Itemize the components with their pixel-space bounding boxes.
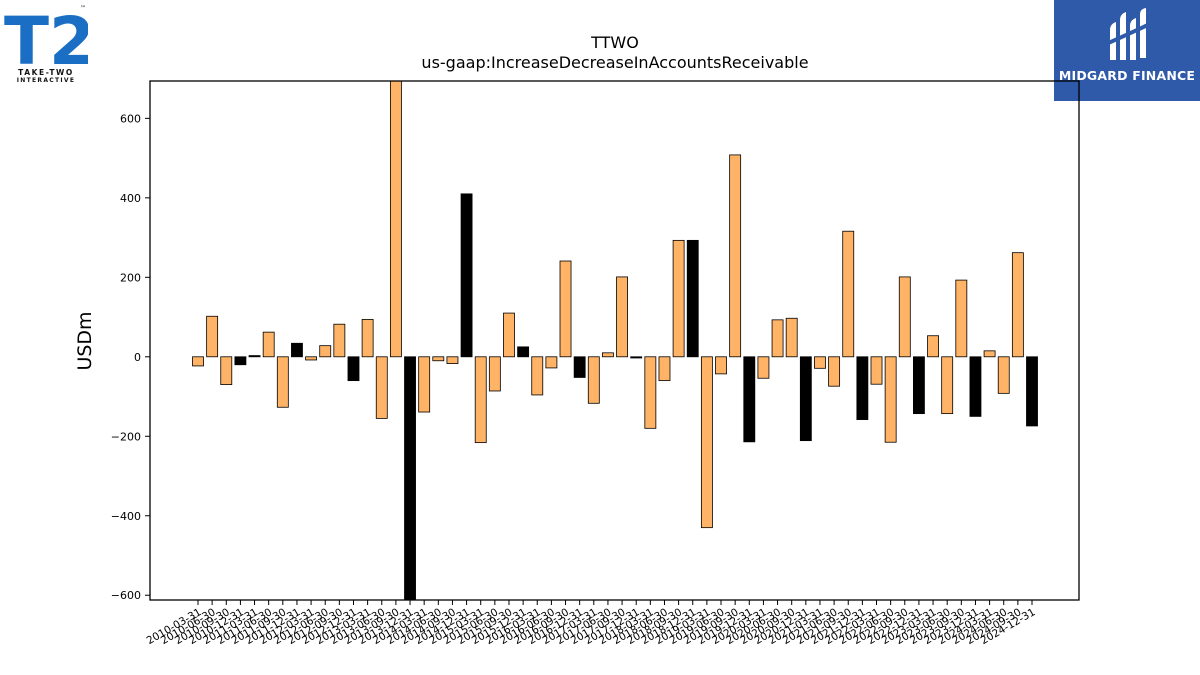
- bar-2016-03-31: [531, 356, 544, 396]
- bar-2021-09-30: [842, 230, 855, 358]
- midgard-finance-logo: MIDGARD FINANCE: [1054, 0, 1200, 101]
- bar-2023-12-31: [969, 356, 982, 417]
- bar-2013-09-30: [389, 80, 402, 358]
- bar-2022-12-31: [913, 356, 925, 415]
- bar-2016-09-30: [559, 260, 572, 358]
- bar-2017-06-30: [602, 352, 614, 358]
- y-tick-label-200: 200: [120, 271, 141, 284]
- bar-2013-12-31: [404, 356, 416, 601]
- bar-2021-06-30: [828, 356, 841, 387]
- bar-2017-12-31: [630, 356, 643, 359]
- bar-2012-09-30: [333, 323, 346, 358]
- bar-2018-09-30: [672, 239, 685, 358]
- bar-2011-12-31: [291, 342, 303, 358]
- bar-2013-06-30: [375, 356, 388, 419]
- bar-2015-06-30: [488, 356, 501, 392]
- bar-2011-03-31: [248, 355, 261, 358]
- chart-title: TTWO: [590, 33, 639, 52]
- bar-2010-06-30: [206, 315, 219, 358]
- bar-2021-03-31: [814, 356, 826, 369]
- bar-2018-06-30: [658, 356, 671, 382]
- plot-frame: [149, 80, 1080, 601]
- take-two-logo: T2 ™ TAKE-TWO INTERACTIVE: [4, 3, 95, 84]
- bar-2024-09-30: [1011, 252, 1024, 358]
- bar-2022-09-30: [898, 276, 911, 358]
- bar-2014-06-30: [432, 356, 445, 362]
- bar-2018-12-31: [686, 239, 699, 358]
- y-tick-label--200: −200: [111, 430, 141, 443]
- bar-2017-09-30: [616, 276, 628, 358]
- bar-2015-12-31: [517, 346, 530, 358]
- y-tick-label-600: 600: [120, 112, 141, 125]
- bar-2010-03-31: [192, 356, 204, 367]
- midgard-emblem-icon: [1105, 8, 1151, 60]
- bar-2016-06-30: [545, 356, 558, 369]
- bar-2010-09-30: [220, 356, 233, 386]
- bar-2012-12-31: [347, 356, 360, 382]
- bar-2023-03-31: [927, 335, 939, 358]
- y-tick-label--400: −400: [111, 510, 141, 523]
- bar-2024-03-31: [983, 350, 996, 358]
- t2-mark: T2: [4, 4, 88, 68]
- bar-2014-09-30: [446, 356, 459, 364]
- bar-2012-06-30: [319, 345, 332, 358]
- bar-2023-06-30: [941, 356, 954, 415]
- bar-2023-09-30: [955, 279, 968, 358]
- bar-2022-06-30: [884, 356, 897, 443]
- y-tick-label-0: 0: [134, 351, 141, 364]
- bar-2021-12-31: [856, 356, 869, 420]
- midgard-finance-name: MIDGARD FINANCE: [1058, 68, 1196, 83]
- y-axis: −600 −400 −200 0 200 400 600: [111, 112, 150, 602]
- t2-trademark: ™: [80, 5, 86, 12]
- bar-2010-12-31: [234, 356, 247, 366]
- bar-2016-12-31: [573, 356, 586, 378]
- bar-2017-03-31: [587, 356, 600, 404]
- bar-2019-12-31: [743, 356, 756, 443]
- y-tick-label-400: 400: [120, 192, 141, 205]
- t2-line1: TAKE-TWO: [18, 68, 74, 77]
- bar-2011-06-30: [262, 331, 275, 358]
- bar-2015-03-31: [474, 356, 487, 444]
- bar-2024-12-31: [1026, 356, 1038, 427]
- bar-2020-09-30: [785, 317, 798, 358]
- bar-2020-03-31: [757, 356, 770, 379]
- y-axis-label: USDm: [74, 311, 96, 370]
- bars-group: [192, 80, 1038, 601]
- t2-logo-icon: T2 ™: [4, 3, 95, 80]
- bar-2019-03-31: [700, 356, 713, 529]
- bar-2014-12-31: [460, 193, 473, 358]
- chart-subtitle: us-gaap:IncreaseDecreaseInAccountsReceiv…: [421, 53, 808, 72]
- bar-2019-09-30: [729, 154, 742, 358]
- x-axis: 2010-03-312010-06-302010-09-302010-12-31…: [145, 600, 1038, 647]
- bar-2020-12-31: [799, 356, 812, 442]
- y-tick-label--600: −600: [111, 589, 141, 602]
- bar-2015-09-30: [503, 312, 515, 358]
- bar-2024-06-30: [997, 356, 1010, 394]
- bar-2014-03-31: [418, 356, 431, 413]
- bar-2013-03-31: [361, 319, 374, 358]
- bar-2020-06-30: [771, 319, 784, 358]
- bar-2022-03-31: [870, 356, 883, 385]
- t2-line2: INTERACTIVE: [16, 77, 76, 84]
- bar-2019-06-30: [715, 356, 727, 375]
- bar-2012-03-31: [305, 356, 318, 361]
- bar-2011-09-30: [276, 356, 289, 408]
- bar-2018-03-31: [644, 356, 657, 429]
